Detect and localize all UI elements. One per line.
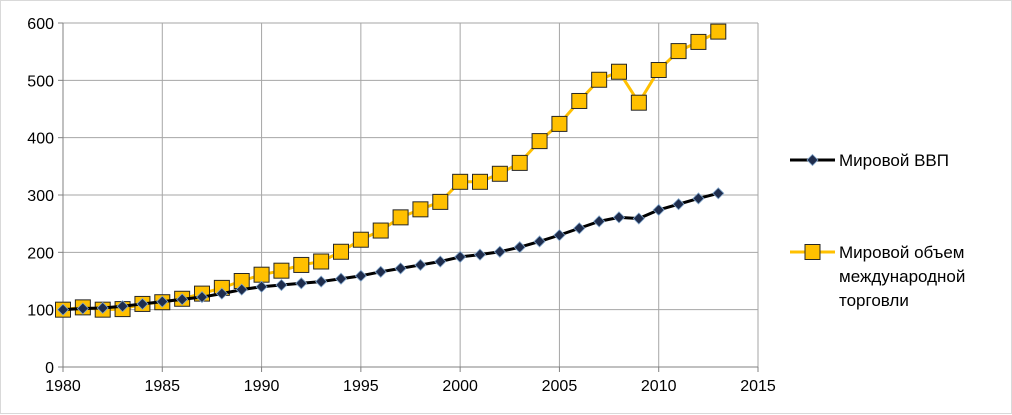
series-world-gdp [56,187,725,316]
data-point [712,187,725,200]
data-point [315,275,328,288]
data-point [295,277,308,290]
legend-marker-square [804,244,821,260]
data-point [672,198,685,211]
x-tick-label: 1980 [45,378,81,395]
x-tick-label: 1985 [144,378,180,395]
legend-item-world-gdp: Мировой ВВП [790,151,949,170]
data-point [493,245,506,258]
data-point [632,212,645,225]
data-point [275,278,288,292]
data-point [692,192,705,205]
data-point [511,154,528,171]
data-point [551,115,568,132]
data-point [591,71,608,88]
data-point [293,256,310,273]
legend-label: Мировой объем международной торговли [839,243,965,310]
data-point [452,173,469,190]
series-group [55,23,727,318]
data-point [454,250,467,263]
data-point [392,209,409,226]
data-point [412,201,429,218]
y-tick-label: 0 [45,360,54,377]
y-tick-label: 500 [27,73,54,90]
grid [63,22,759,367]
data-point [374,265,387,278]
data-point [652,203,665,216]
data-point [573,222,586,235]
x-tick-label: 1995 [343,378,379,395]
data-point [533,235,546,248]
data-point [313,253,330,270]
legend-item-world-trade: Мировой объем международной торговли [790,243,965,310]
series-line [62,191,719,312]
data-point [255,280,268,293]
y-tick-label: 300 [27,188,54,205]
data-point [253,266,270,283]
data-point [215,287,228,300]
data-point [235,283,248,296]
data-point [394,262,407,275]
data-point [710,23,727,40]
data-point [354,269,367,282]
data-point [136,297,149,310]
data-point [56,303,70,316]
data-point [670,43,687,60]
data-point [414,258,427,272]
data-point [156,295,169,308]
data-point [491,165,508,182]
data-point [176,293,189,306]
data-point [472,173,488,190]
data-point [334,272,348,285]
x-tick-label: 1990 [244,378,280,395]
x-tick-label: 2000 [442,378,478,395]
legend: Мировой ВВП Мировой объем международной тор… [790,151,965,310]
data-point [630,94,647,111]
legend-label: Мировой ВВП [839,151,949,170]
y-tick-label: 200 [27,245,54,262]
series-world-trade [55,23,727,318]
y-tick-label: 400 [27,131,54,148]
data-point [195,290,209,304]
y-tick-label: 100 [27,303,54,320]
data-point [273,262,290,279]
data-point [571,92,588,109]
data-point [553,229,566,242]
data-point [432,193,449,210]
data-point [434,255,447,268]
legend-marker-diamond [806,153,819,167]
data-point [333,243,349,260]
data-point [531,133,548,150]
y-tick-label: 600 [27,16,54,33]
data-point [473,248,487,261]
x-tick-label: 2005 [542,378,578,395]
data-point [76,302,89,315]
data-point [650,62,667,79]
x-tick-label: 2010 [641,378,677,395]
data-point [372,222,389,239]
data-point [690,33,707,50]
data-point [611,63,627,80]
data-point [513,241,526,254]
x-tick-label: 2015 [740,378,776,395]
data-point [612,211,626,224]
data-point [116,300,129,313]
data-point [352,231,369,248]
data-point [96,301,109,315]
data-point [593,215,606,228]
